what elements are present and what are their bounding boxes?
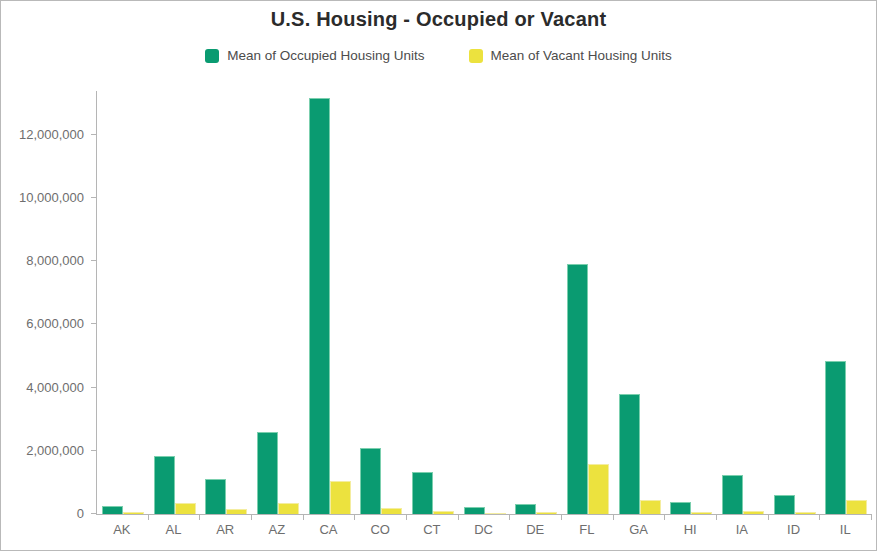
x-tick-mark bbox=[458, 515, 459, 520]
bar-occupied-GA[interactable] bbox=[619, 394, 640, 514]
x-tick-mark bbox=[354, 515, 355, 520]
bar-group-CO bbox=[355, 91, 407, 514]
bar-group-DE bbox=[510, 91, 562, 514]
x-tick-mark bbox=[509, 515, 510, 520]
legend-swatch-occupied-icon bbox=[205, 49, 219, 63]
bar-occupied-CT[interactable] bbox=[412, 472, 433, 514]
bar-vacant-ID[interactable] bbox=[795, 512, 816, 514]
legend-swatch-vacant-icon bbox=[469, 49, 483, 63]
chart-title: U.S. Housing - Occupied or Vacant bbox=[1, 8, 876, 31]
legend-item-occupied[interactable]: Mean of Occupied Housing Units bbox=[205, 48, 424, 63]
bar-group-IL bbox=[820, 91, 872, 514]
x-tick-mark bbox=[251, 515, 252, 520]
bar-occupied-DE[interactable] bbox=[515, 504, 536, 514]
bar-group-CT bbox=[407, 91, 459, 514]
y-tick-label: 0 bbox=[4, 506, 84, 521]
y-tick-label: 12,000,000 bbox=[4, 127, 84, 142]
bar-occupied-HI[interactable] bbox=[670, 502, 691, 514]
x-label-IA: IA bbox=[716, 522, 768, 537]
x-label-DC: DC bbox=[458, 522, 510, 537]
bar-vacant-AL[interactable] bbox=[175, 503, 196, 514]
y-tick-label: 10,000,000 bbox=[4, 190, 84, 205]
bar-vacant-CT[interactable] bbox=[433, 511, 454, 514]
bar-vacant-CA[interactable] bbox=[330, 481, 351, 514]
bar-vacant-DE[interactable] bbox=[536, 512, 557, 514]
y-tick-label: 8,000,000 bbox=[4, 253, 84, 268]
bar-vacant-FL[interactable] bbox=[588, 464, 609, 514]
y-tick-label: 4,000,000 bbox=[4, 380, 84, 395]
bar-vacant-GA[interactable] bbox=[640, 500, 661, 514]
bar-occupied-AR[interactable] bbox=[205, 479, 226, 514]
bar-vacant-AK[interactable] bbox=[123, 512, 144, 514]
x-tick-mark bbox=[148, 515, 149, 520]
x-label-IL: IL bbox=[819, 522, 871, 537]
x-tick-mark bbox=[768, 515, 769, 520]
bar-occupied-IL[interactable] bbox=[825, 361, 846, 514]
bar-group-AL bbox=[149, 91, 201, 514]
bar-occupied-CO[interactable] bbox=[360, 448, 381, 514]
legend-item-vacant[interactable]: Mean of Vacant Housing Units bbox=[469, 48, 672, 63]
x-tick-mark bbox=[871, 515, 872, 520]
bar-group-IA bbox=[717, 91, 769, 514]
chart-card: U.S. Housing - Occupied or Vacant Mean o… bbox=[0, 0, 877, 551]
bar-vacant-DC[interactable] bbox=[485, 513, 506, 514]
bar-vacant-IL[interactable] bbox=[846, 500, 867, 514]
x-tick-mark bbox=[613, 515, 614, 520]
legend: Mean of Occupied Housing Units Mean of V… bbox=[1, 48, 876, 63]
legend-label-vacant: Mean of Vacant Housing Units bbox=[491, 48, 672, 63]
legend-label-occupied: Mean of Occupied Housing Units bbox=[227, 48, 424, 63]
bar-group-AZ bbox=[252, 91, 304, 514]
bar-occupied-IA[interactable] bbox=[722, 475, 743, 514]
bar-group-GA bbox=[614, 91, 666, 514]
bar-occupied-AL[interactable] bbox=[154, 456, 175, 514]
x-label-AL: AL bbox=[148, 522, 200, 537]
bar-group-HI bbox=[665, 91, 717, 514]
x-label-DE: DE bbox=[509, 522, 561, 537]
bar-occupied-DC[interactable] bbox=[464, 507, 485, 514]
bar-group-DC bbox=[459, 91, 511, 514]
bar-group-AR bbox=[200, 91, 252, 514]
x-label-ID: ID bbox=[768, 522, 820, 537]
x-axis-labels: AKALARAZCACOCTDCDEFLGAHIIAIDIL bbox=[96, 522, 871, 537]
bar-occupied-AZ[interactable] bbox=[257, 432, 278, 514]
y-tick-label: 6,000,000 bbox=[4, 316, 84, 331]
bar-group-ID bbox=[769, 91, 821, 514]
x-tick-mark bbox=[303, 515, 304, 520]
bar-occupied-CA[interactable] bbox=[309, 98, 330, 514]
x-tick-mark bbox=[561, 515, 562, 520]
bar-vacant-AR[interactable] bbox=[226, 509, 247, 514]
bar-group-AK bbox=[97, 91, 149, 514]
x-label-CA: CA bbox=[303, 522, 355, 537]
x-label-FL: FL bbox=[561, 522, 613, 537]
plot-area bbox=[96, 91, 872, 515]
x-tick-mark bbox=[664, 515, 665, 520]
y-tick-label: 2,000,000 bbox=[4, 443, 84, 458]
x-label-CO: CO bbox=[354, 522, 406, 537]
bar-vacant-IA[interactable] bbox=[743, 511, 764, 514]
bar-occupied-AK[interactable] bbox=[102, 506, 123, 514]
x-tick-mark bbox=[406, 515, 407, 520]
bar-occupied-ID[interactable] bbox=[774, 495, 795, 514]
x-tick-mark bbox=[716, 515, 717, 520]
x-label-AK: AK bbox=[96, 522, 148, 537]
y-axis: 02,000,0004,000,0006,000,0008,000,00010,… bbox=[1, 91, 96, 514]
bar-group-FL bbox=[562, 91, 614, 514]
x-tick-mark bbox=[199, 515, 200, 520]
bar-group-CA bbox=[304, 91, 356, 514]
bar-vacant-CO[interactable] bbox=[381, 508, 402, 514]
bar-vacant-HI[interactable] bbox=[691, 512, 712, 514]
x-label-AZ: AZ bbox=[251, 522, 303, 537]
bar-occupied-FL[interactable] bbox=[567, 264, 588, 514]
x-label-HI: HI bbox=[664, 522, 716, 537]
x-label-GA: GA bbox=[613, 522, 665, 537]
x-label-AR: AR bbox=[199, 522, 251, 537]
bar-vacant-AZ[interactable] bbox=[278, 503, 299, 514]
x-tick-mark bbox=[819, 515, 820, 520]
x-label-CT: CT bbox=[406, 522, 458, 537]
